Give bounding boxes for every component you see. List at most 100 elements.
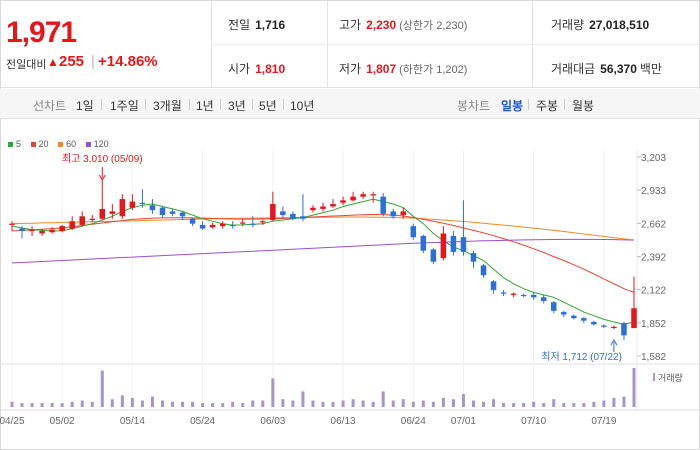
candle-body [280,211,286,216]
legend-ma20: 20 [30,139,49,149]
candle-body [601,325,607,327]
candle-body [79,216,85,225]
volume-bar [261,400,265,407]
volume-bar [10,401,14,407]
volume-bar [632,368,636,407]
candle-body [380,196,386,214]
candle-body [129,201,136,208]
candle-body [300,216,306,219]
volume-bar [512,403,516,407]
candle-daily[interactable]: 일봉 [501,99,524,113]
ma60-line [11,216,635,241]
high-label: 고가 [339,18,362,32]
period-10y[interactable]: 10년 [290,99,315,113]
candle-body [229,224,236,227]
ma5-line [11,198,635,325]
up-arrow-icon: ▲ [47,55,59,69]
volume-bar [572,403,576,407]
candle-body [350,196,356,201]
prev-close-value: 1,716 [255,18,286,32]
candle-body [179,212,186,217]
change-separator: | [91,53,95,70]
volume-legend-swatch [653,373,655,381]
volume-bar [80,400,84,407]
open-value: 1,810 [255,62,286,76]
x-tick-label: 04/25 [0,416,25,427]
period-3y[interactable]: 3년 [228,99,246,113]
line-chart-label: 선차트 [33,99,67,113]
legend-label: 5 [16,139,22,149]
separator [564,99,565,110]
candle-body [169,211,176,214]
separator [252,99,253,110]
candle-body [219,223,226,227]
x-tick-label: 06/24 [401,416,426,427]
candle-body [270,204,276,220]
x-tick-label: 07/10 [521,416,546,427]
x-tick-label: 05/02 [50,416,75,427]
candle-body [470,253,477,262]
candle-body [9,223,15,225]
candle-body [561,312,567,315]
high-annotation: 최고 3,010 (05/09) [62,153,143,165]
legend-swatch [8,142,13,148]
separator [101,99,102,110]
volume-bar [602,400,606,407]
candle-body [450,235,457,252]
volume-legend-label: 거래량 [658,372,683,383]
separator [528,99,529,110]
candle-body [39,231,45,234]
volume-bar [351,399,355,407]
volume-bar [542,403,546,407]
volume-bar [160,400,164,407]
volume-bar [562,403,566,407]
low-value: 1,807 [366,62,397,76]
legend-ma5: 5 [8,139,21,149]
period-3m[interactable]: 3개월 [153,99,182,113]
volume-bar [100,370,104,407]
ma120-line [11,238,635,264]
volume-bar [522,403,526,407]
x-tick-label: 05/14 [120,416,145,427]
candle-body [189,218,196,224]
legend-swatch [30,142,36,148]
amount-label: 거래대금 [551,62,596,76]
candle-body [550,302,557,311]
period-1w[interactable]: 1주일 [110,99,139,113]
low-cell: 저가 1,807 (하한가 1,202) [339,60,467,77]
period-1d[interactable]: 1일 [76,99,94,113]
candle-body [500,292,507,294]
candlestick-chart-svg[interactable]: 3,203 2,933 2,662 2,392 2,122 1,852 1,582 04/25… [0,120,700,450]
period-1y[interactable]: 1년 [196,99,214,113]
volume-bar [552,399,556,407]
volume-bar [50,403,54,407]
x-tick-label: 06/03 [260,416,285,427]
candle-body [109,211,116,214]
candle-body [611,326,617,329]
volume-bar [461,394,465,407]
volume-bar [60,403,64,407]
volume-bar [492,399,496,407]
candle-body [89,218,96,220]
volume-bar [241,403,245,407]
y-tick-label: 3,203 [641,153,666,164]
volume-bar [361,400,365,407]
volume-bar [171,401,175,407]
period-5y[interactable]: 5년 [259,99,277,113]
volume-bar [431,401,435,407]
candle-body [340,200,346,203]
candle-weekly[interactable]: 주봉 [536,99,559,113]
candle-body [250,223,256,225]
candle-body [420,235,427,251]
volume-bar [271,378,275,407]
candle-monthly[interactable]: 월봉 [572,99,595,113]
volume-bar [90,401,94,407]
candle-body [239,222,246,224]
volume-value: 27,018,510 [589,18,650,32]
candle-body [370,194,376,196]
prev-close-cell: 전일 1,716 [228,16,285,33]
volume-bar [612,397,616,407]
legend-swatch [85,142,91,148]
prev-close-label: 전일 [228,18,251,32]
candle-body [540,297,547,302]
